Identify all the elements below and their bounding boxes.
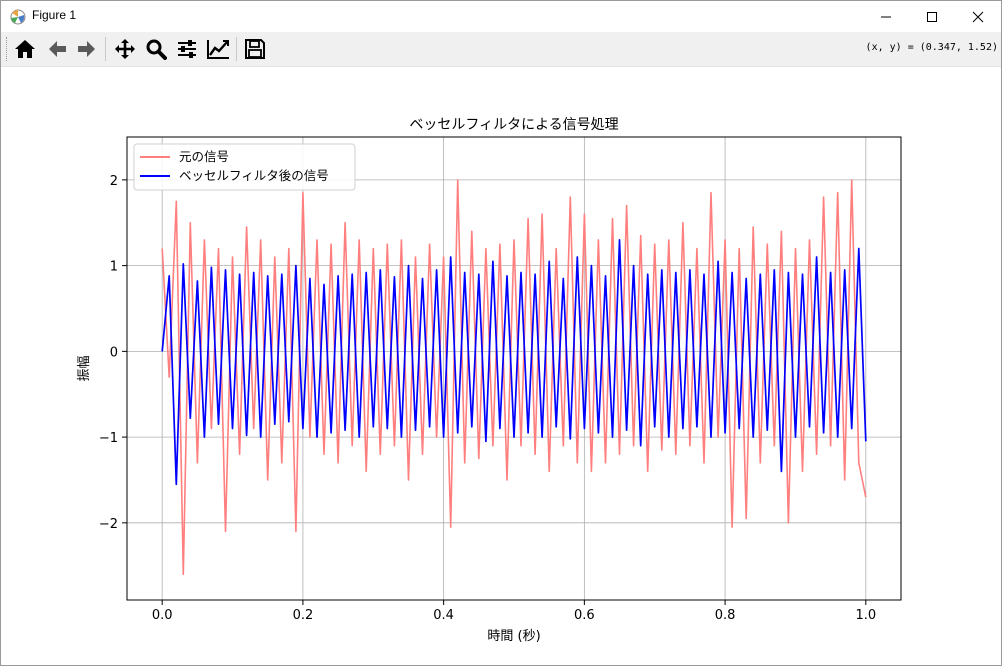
back-button[interactable] [44, 36, 70, 62]
series-line-filtered [161, 239, 867, 486]
home-button[interactable] [12, 36, 38, 62]
toolbar-separator [236, 37, 237, 61]
floppy-disk-icon [245, 39, 265, 59]
y-tick-label: −2 [99, 517, 118, 532]
chart: ベッセルフィルタによる信号処理 0.0 0.2 0.4 0.6 0.8 1.0 −2 −1 0 1… [77, 117, 902, 644]
x-tick-label: 0.2 [293, 608, 314, 623]
y-tick-label: −1 [99, 431, 118, 446]
x-tick-label: 0.8 [715, 608, 736, 623]
legend-box [133, 143, 356, 191]
cursor-coordinates: (x, y) = (0.347, 1.52) [865, 42, 998, 53]
y-tick-label: 1 [110, 260, 118, 275]
forward-button[interactable] [74, 36, 100, 62]
x-tick-label: 0.4 [433, 608, 454, 623]
arrow-left-icon [49, 41, 66, 57]
y-tick-label: 0 [110, 345, 118, 360]
tick-layer: 0.0 0.2 0.4 0.6 0.8 1.0 −2 −1 0 1 2 [99, 174, 876, 623]
arrow-right-icon [78, 41, 95, 57]
minimize-button[interactable] [863, 1, 909, 32]
chart-title: ベッセルフィルタによる信号処理 [409, 117, 618, 133]
legend-label-original: 元の信号 [179, 149, 229, 164]
close-icon [972, 11, 984, 22]
window-title: Figure 1 [32, 8, 77, 22]
navigation-toolbar: (x, y) = (0.347, 1.52) [1, 32, 1001, 67]
edit-axes-button[interactable] [205, 36, 231, 62]
zoom-button[interactable] [143, 36, 169, 62]
series-layer [161, 179, 867, 576]
legend-label-filtered: ベッセルフィルタ後の信号 [179, 168, 329, 183]
line-chart-icon [207, 40, 229, 59]
configure-subplots-button[interactable] [174, 36, 200, 62]
save-button[interactable] [242, 36, 268, 62]
maximize-button[interactable] [909, 1, 955, 32]
toolbar-separator [105, 37, 106, 61]
maximize-icon [927, 11, 937, 22]
move-icon [115, 39, 135, 59]
y-axis-title: 振幅 [77, 355, 92, 381]
x-tick-label: 0.6 [574, 608, 595, 623]
title-bar: Figure 1 [1, 1, 1001, 32]
toolbar-grip [6, 37, 9, 61]
x-tick-label: 1.0 [855, 608, 876, 623]
sliders-icon [178, 40, 196, 58]
close-button[interactable] [955, 1, 1001, 32]
home-icon [15, 40, 35, 58]
axes-frame [126, 136, 902, 601]
magnifier-icon [146, 39, 167, 60]
matplotlib-app-icon [10, 9, 26, 25]
series-line-original [161, 179, 867, 576]
x-tick-label: 0.0 [152, 608, 173, 623]
legend: 元の信号 ベッセルフィルタ後の信号 [133, 143, 356, 191]
minimize-icon [881, 16, 891, 17]
figure-canvas[interactable]: ベッセルフィルタによる信号処理 0.0 0.2 0.4 0.6 0.8 1.0 −2 −1 0 1… [1, 67, 1001, 665]
y-tick-label: 2 [110, 174, 118, 189]
pan-button[interactable] [112, 36, 138, 62]
x-axis-title: 時間 (秒) [487, 629, 540, 644]
